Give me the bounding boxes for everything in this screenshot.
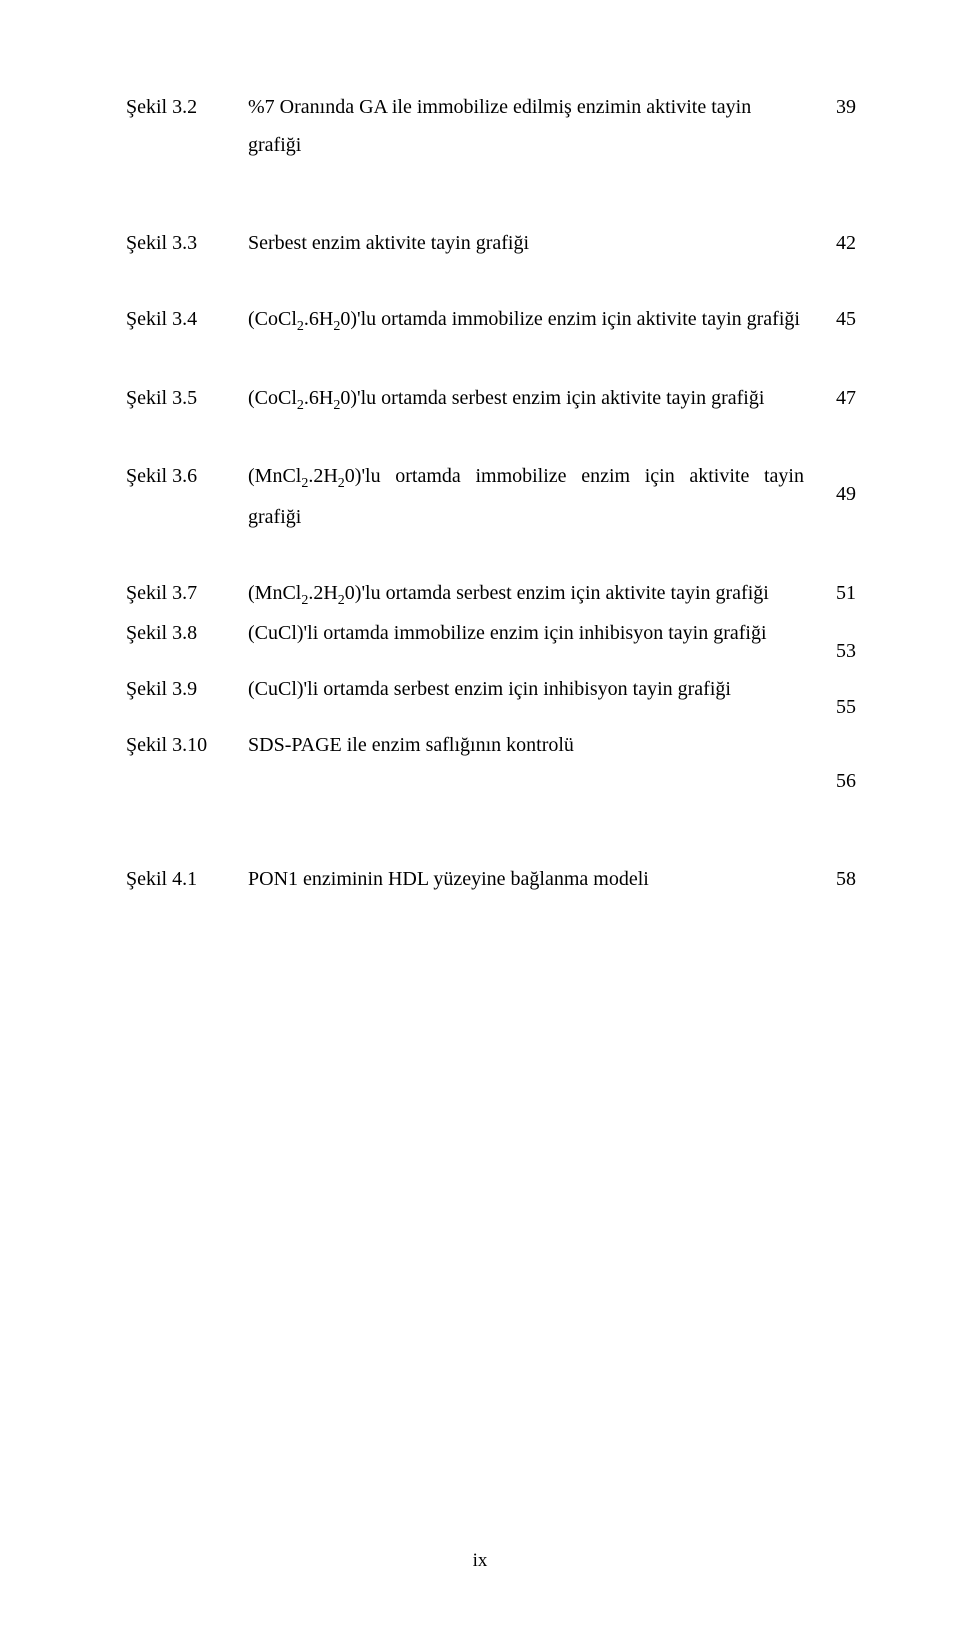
figure-description: (CoCl2.6H20)'lu ortamda immobilize enzim… <box>248 300 816 341</box>
page-ref: 55 <box>816 670 856 726</box>
figure-label: Şekil 3.6 <box>126 457 248 495</box>
figure-entry: Şekil 3.2 %7 Oranında GA ile immobilize … <box>126 88 856 164</box>
page-ref: 49 <box>816 457 856 513</box>
figure-entry: Şekil 3.9 (CuCl)'li ortamda serbest enzi… <box>126 670 856 726</box>
figure-entry: Şekil 3.4 (CoCl2.6H20)'lu ortamda immobi… <box>126 300 856 341</box>
figure-label: Şekil 3.4 <box>126 300 248 338</box>
figure-entry: Şekil 3.8 (CuCl)'li ortamda immobilize e… <box>126 614 856 670</box>
page-number: ix <box>0 1550 960 1572</box>
figure-entry: Şekil 3.7 (MnCl2.2H20)'lu ortamda serbes… <box>126 574 856 615</box>
figure-label: Şekil 3.5 <box>126 379 248 417</box>
page-ref: 51 <box>816 574 856 612</box>
figure-label: Şekil 3.7 <box>126 574 248 612</box>
figure-entry: Şekil 4.1 PON1 enziminin HDL yüzeyine ba… <box>126 860 856 898</box>
figure-description: (CuCl)'li ortamda serbest enzim için inh… <box>248 670 816 708</box>
figure-description: SDS-PAGE ile enzim saflığının kontrolü <box>248 726 816 764</box>
figure-label: Şekil 3.10 <box>126 726 248 764</box>
figure-entry: Şekil 3.6 (MnCl2.2H20)'lu ortamda immobi… <box>126 457 856 536</box>
figure-label: Şekil 3.9 <box>126 670 248 708</box>
page-ref: 53 <box>816 614 856 670</box>
figure-description: (CuCl)'li ortamda immobilize enzim için … <box>248 614 816 652</box>
page-ref: 39 <box>816 88 856 126</box>
page-ref: 56 <box>816 726 856 800</box>
figure-entry: Şekil 3.5 (CoCl2.6H20)'lu ortamda serbes… <box>126 379 856 420</box>
figure-description: (MnCl2.2H20)'lu ortamda immobilize enzim… <box>248 457 816 536</box>
figure-entry: Şekil 3.3 Serbest enzim aktivite tayin g… <box>126 224 856 262</box>
figure-description: Serbest enzim aktivite tayin grafiği <box>248 224 816 262</box>
figure-label: Şekil 3.3 <box>126 224 248 262</box>
figure-description: PON1 enziminin HDL yüzeyine bağlanma mod… <box>248 860 816 898</box>
page-ref: 47 <box>816 379 856 417</box>
figure-description: (MnCl2.2H20)'lu ortamda serbest enzim iç… <box>248 574 816 615</box>
page-ref: 45 <box>816 300 856 338</box>
figure-label: Şekil 3.8 <box>126 614 248 652</box>
figure-label: Şekil 3.2 <box>126 88 248 126</box>
page-ref: 58 <box>816 860 856 898</box>
page-ref: 42 <box>816 224 856 262</box>
figure-description: %7 Oranında GA ile immobilize edilmiş en… <box>248 88 816 164</box>
figure-description: (CoCl2.6H20)'lu ortamda serbest enzim iç… <box>248 379 816 420</box>
figure-entry: Şekil 3.10 SDS-PAGE ile enzim saflığının… <box>126 726 856 800</box>
figure-label: Şekil 4.1 <box>126 860 248 898</box>
